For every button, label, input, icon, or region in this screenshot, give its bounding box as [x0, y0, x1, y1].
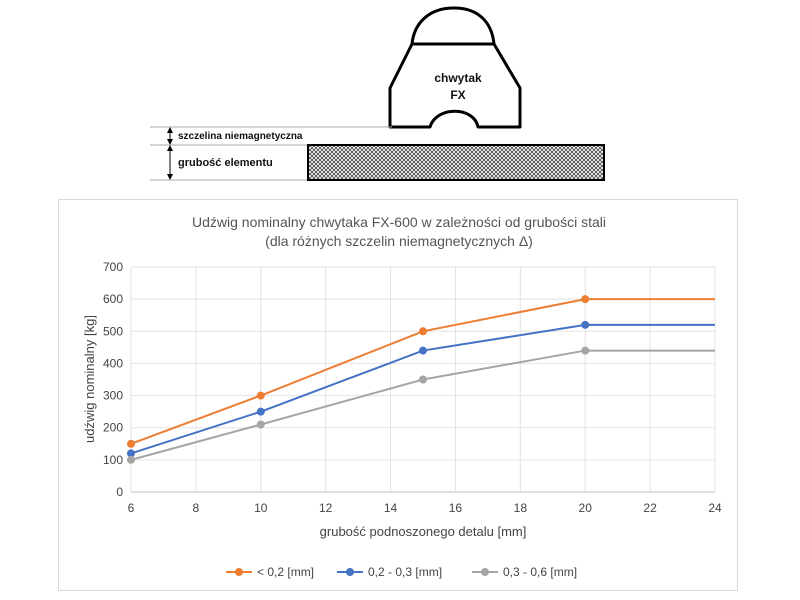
x-tick-label: 14 [384, 501, 398, 515]
chart-legend: < 0,2 [mm] 0,2 - 0,3 [mm] 0,3 - 0,6 [mm] [226, 565, 577, 579]
legend-label: 0,2 - 0,3 [mm] [368, 565, 442, 579]
legend-marker [235, 568, 243, 576]
data-point [419, 346, 427, 355]
series-line [130, 349, 715, 461]
legend-label: < 0,2 [mm] [257, 565, 314, 579]
data-point [581, 295, 590, 304]
legend-item: 0,3 - 0,6 [mm] [472, 565, 577, 579]
data-point [419, 327, 427, 336]
chart-series-layer [127, 295, 715, 464]
series-line [130, 298, 715, 445]
series-3 [127, 346, 715, 464]
gap-dimension-arrow [167, 127, 173, 145]
chart-title: Udźwig nominalny chwytaka FX-600 w zależ… [192, 214, 606, 230]
y-tick-label: 0 [116, 485, 123, 499]
thickness-dimension-arrow [167, 145, 173, 180]
gap-label: szczelina niemagnetyczna [178, 131, 303, 142]
legend-marker [346, 568, 354, 576]
data-point [581, 346, 590, 355]
chart-frame [58, 199, 738, 591]
legend-label: 0,3 - 0,6 [mm] [503, 565, 577, 579]
data-point [256, 391, 265, 400]
gripper-label-line2: FX [450, 88, 465, 102]
data-point [581, 320, 590, 329]
x-tick-label: 10 [254, 501, 268, 515]
legend-item: 0,2 - 0,3 [mm] [337, 565, 442, 579]
steel-element-shape [307, 144, 605, 181]
data-point [127, 449, 135, 458]
data-point [256, 407, 265, 416]
legend-marker [481, 568, 489, 576]
x-tick-label: 12 [319, 501, 333, 515]
x-tick-label: 20 [579, 501, 593, 515]
x-tick-label: 22 [643, 501, 657, 515]
x-tick-label: 24 [708, 501, 722, 515]
series-line [130, 323, 715, 455]
y-tick-label: 100 [103, 453, 123, 467]
y-tick-label: 200 [103, 421, 123, 435]
x-tick-label: 6 [128, 501, 135, 515]
x-axis-label: grubość podnoszonego detalu [mm] [320, 524, 527, 539]
y-tick-label: 500 [103, 324, 123, 338]
x-tick-label: 16 [449, 501, 463, 515]
series-2 [127, 320, 715, 458]
y-axis-label: udźwig nominalny [kg] [82, 315, 97, 443]
data-point [256, 420, 265, 429]
chart-grid [130, 266, 716, 493]
legend-item: < 0,2 [mm] [226, 565, 314, 579]
y-tick-label: 700 [103, 260, 123, 274]
chart-subtitle: (dla różnych szczelin niemagnetycznych Δ… [265, 233, 533, 249]
gripper-cap-shape [410, 6, 496, 46]
gripper-body-shape [388, 42, 522, 129]
gripper-diagram: chwytak FX szczelina niemagnetyczna grub… [150, 6, 605, 181]
data-point [127, 455, 135, 464]
x-tick-label: 8 [193, 501, 200, 515]
x-tick-label: 18 [514, 501, 528, 515]
data-point [419, 375, 427, 384]
chart-axes: 0 100 200 300 400 500 600 700 6 8 10 12 14 16 18 20 22 24 [103, 260, 722, 515]
gripper-label-line1: chwytak [434, 71, 482, 85]
y-tick-label: 600 [103, 292, 123, 306]
series-1 [127, 295, 715, 448]
thickness-label: grubość elementu [178, 157, 273, 169]
data-point [127, 439, 135, 448]
y-tick-label: 300 [103, 389, 123, 403]
y-tick-label: 400 [103, 356, 123, 370]
